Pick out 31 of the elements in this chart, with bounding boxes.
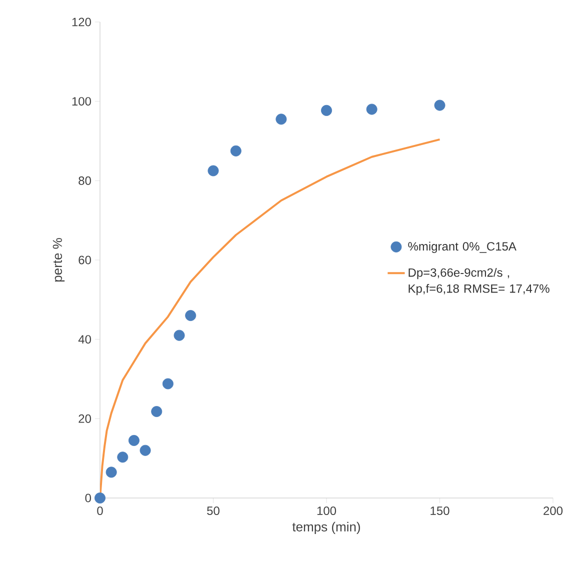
x-tick-label: 50 [207, 506, 220, 516]
y-tick-label: 80 [78, 176, 91, 185]
point [230, 145, 242, 156]
point [208, 165, 219, 176]
y-tick-label: 40 [78, 335, 91, 344]
point [151, 406, 162, 418]
point [321, 104, 332, 116]
x-tick-label: 150 [430, 506, 450, 516]
point [128, 434, 140, 446]
point [140, 444, 151, 456]
point [117, 452, 128, 463]
y-axis-title: perte % [52, 238, 65, 282]
point [185, 310, 196, 322]
legend-label: %migrant 0%_C15A [408, 242, 516, 253]
y-tick-label: 100 [72, 97, 91, 106]
legend-label: Dp=3,66e-9cm2/s , Kp,f=6,18 RMSE= 17,47% [408, 268, 550, 296]
x-tick-label: 100 [317, 506, 336, 516]
point [276, 114, 287, 125]
y-tick-label: 60 [78, 256, 91, 264]
point [174, 330, 185, 341]
y-tick-label: 0 [85, 494, 92, 502]
y-tick-label: 120 [72, 18, 91, 26]
x-tick-label: 0 [97, 506, 103, 516]
x-tick-label: 200 [544, 506, 563, 516]
point [434, 100, 446, 111]
x-axis-title: temps (min) [292, 522, 360, 534]
y-tick-label: 20 [78, 414, 91, 423]
point [106, 466, 117, 478]
point [94, 492, 106, 504]
point [162, 378, 174, 390]
point [366, 104, 378, 115]
